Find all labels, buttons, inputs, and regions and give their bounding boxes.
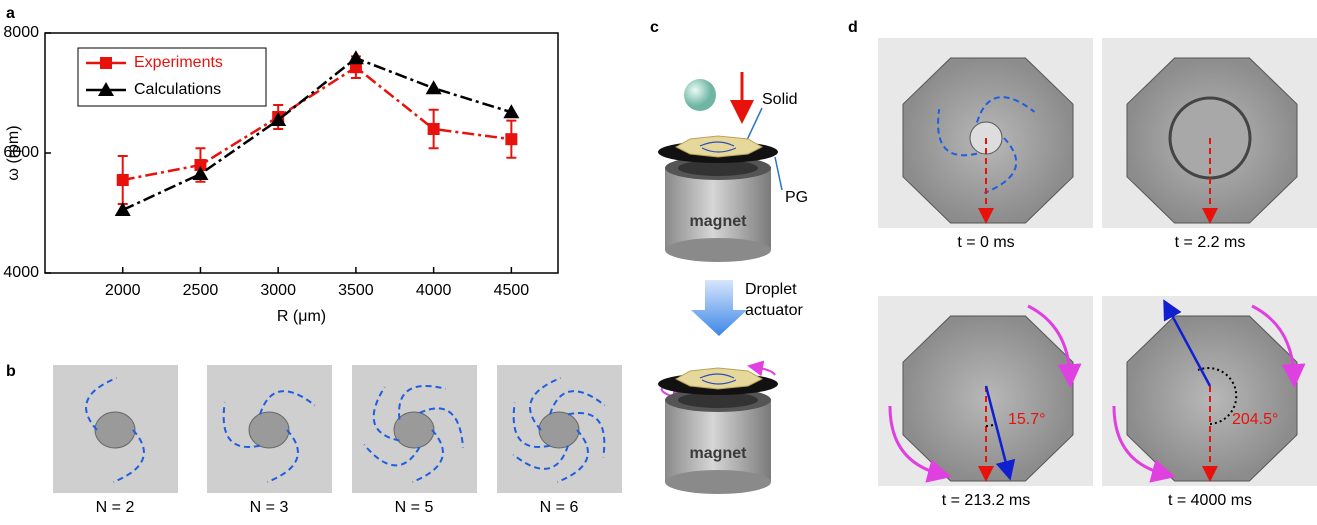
droplet [684, 79, 716, 111]
x-tick-label: 3000 [260, 282, 296, 299]
spiral-arm [549, 390, 606, 415]
rotation-arrow [1027, 304, 1082, 388]
marker [349, 61, 362, 74]
caption: N = 3 [250, 499, 289, 516]
magnet-bottom [665, 470, 771, 494]
magnet-ring [678, 392, 758, 408]
marker [194, 159, 207, 171]
spiral-arm [512, 445, 569, 470]
panel-label: c [650, 19, 659, 36]
rotation-arrow [1112, 405, 1176, 483]
spiral-arm [85, 377, 117, 431]
panel-label: d [848, 19, 858, 36]
panel-label: a [6, 5, 15, 22]
magnet-label: magnet [690, 213, 748, 230]
angle-label: 204.5° [1232, 411, 1278, 428]
magnet-body [665, 400, 771, 482]
spiral-arm [984, 137, 1018, 194]
label-actuator: Droplet [745, 281, 797, 298]
spiral-arm [529, 377, 561, 431]
x-tick-label: 2500 [183, 282, 219, 299]
spiral-arm [557, 429, 589, 483]
marker [503, 104, 520, 119]
spiral-arm [512, 402, 551, 448]
spiral-arm [398, 384, 447, 420]
sample-plate [1126, 315, 1298, 482]
spiral-arm [412, 429, 444, 483]
plate-spiral [699, 141, 737, 153]
x-tick-label: 2000 [105, 282, 141, 299]
caption: N = 2 [96, 499, 135, 516]
label-pg: PG [785, 189, 808, 206]
label-actuator: actuator [745, 302, 803, 319]
series-line [122, 65, 512, 182]
rotation-arrow [1251, 304, 1306, 388]
legend-marker [100, 57, 112, 69]
magnet-body [665, 168, 771, 250]
rotation-arrow [888, 405, 952, 483]
spiral-arm [419, 407, 464, 448]
y-tick-label: 6000 [3, 144, 39, 161]
caption: t = 2.2 ms [1175, 234, 1246, 251]
solid-plate [674, 367, 764, 390]
caption: N = 6 [540, 499, 579, 516]
spiral-arm [372, 386, 400, 442]
droplet-photo [393, 411, 435, 449]
plate-spiral [699, 373, 737, 385]
spiral-arm [267, 429, 299, 483]
y-tick-label: 4000 [3, 264, 39, 281]
caption: N = 5 [395, 499, 434, 516]
legend-label: Calculations [134, 81, 221, 98]
spiral-arm [363, 443, 421, 467]
spiral-arm [567, 412, 606, 458]
caption: t = 0 ms [957, 234, 1014, 251]
spiral-arm [222, 402, 261, 448]
legend-label: Experiments [134, 54, 223, 71]
panel-c-diagram [658, 72, 783, 494]
y-tick-label: 8000 [3, 24, 39, 41]
droplet-photo [94, 411, 136, 449]
caption: t = 213.2 ms [942, 492, 1031, 509]
leader [774, 156, 783, 191]
y-axis-label: ω (rpm) [5, 125, 22, 180]
magnet-label: magnet [690, 445, 748, 462]
marker [347, 50, 364, 65]
marker [114, 202, 131, 216]
spiral-arm [113, 429, 145, 483]
rotation-line [1163, 299, 1212, 387]
rotation-line [984, 385, 1016, 481]
marker [192, 166, 209, 180]
spiral-arm [937, 108, 978, 157]
x-tick-label: 3500 [338, 282, 374, 299]
transition-arrow [691, 280, 747, 336]
droplet-photo [538, 411, 580, 449]
caption: t = 4000 ms [1168, 492, 1252, 509]
solid-plate [674, 135, 764, 158]
marker [425, 80, 442, 95]
marker [270, 112, 287, 126]
x-tick-label: 4000 [416, 282, 452, 299]
angle-label: 15.7° [1008, 411, 1046, 428]
marker [116, 174, 129, 186]
rotation-arrow [747, 360, 776, 377]
spiral-arm [976, 96, 1036, 123]
marker [427, 123, 440, 135]
legend-marker [98, 82, 114, 96]
droplet-photo [248, 411, 290, 449]
x-axis-label: R (μm) [277, 308, 326, 325]
magnet-bottom [665, 238, 771, 262]
series-line [122, 56, 512, 212]
label-solid: Solid [762, 91, 798, 108]
leader [746, 107, 763, 141]
x-tick-label: 4500 [494, 282, 530, 299]
marker [505, 133, 518, 146]
magnet-ring [678, 160, 758, 176]
spiral-arm [259, 390, 316, 415]
angle-arc [985, 423, 997, 427]
panel-label: b [6, 363, 16, 380]
